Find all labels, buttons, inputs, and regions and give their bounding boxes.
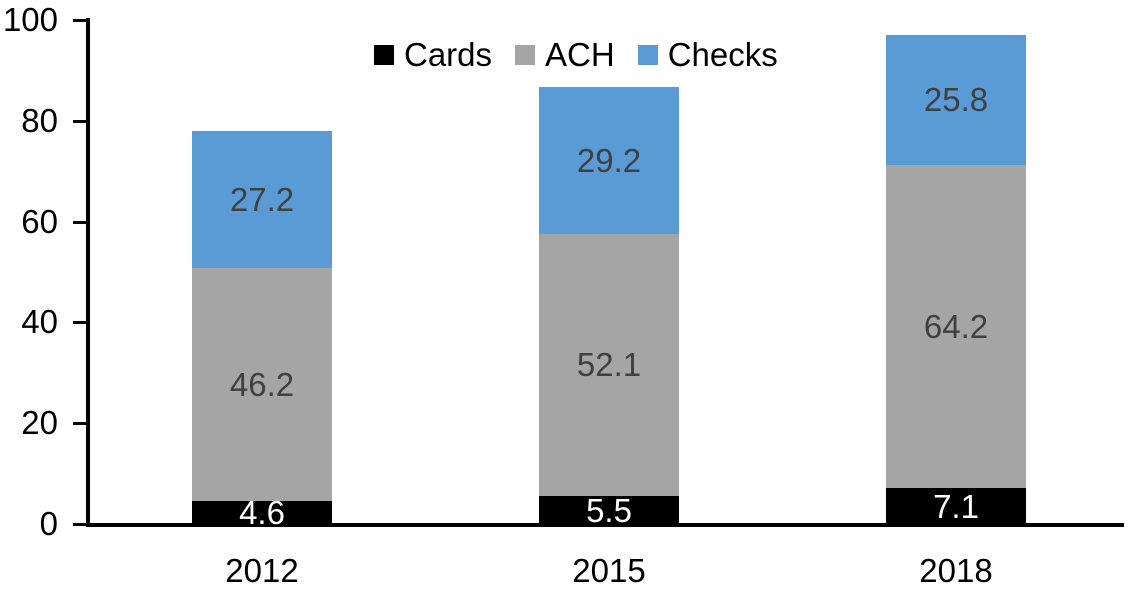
bar-label-ach-2012: 46.2 [229,365,295,403]
bar-segment-checks-2012: 27.2 [192,130,332,268]
y-tick-label-40: 40 [21,303,58,341]
bar-label-cards-2018: 7.1 [933,487,979,525]
legend-item-checks: Checks [637,36,778,74]
chart-legend: Cards ACH Checks [374,36,778,74]
y-tick-label-60: 60 [21,202,58,240]
legend-label-checks: Checks [667,36,778,73]
bar-label-checks-2018: 25.8 [923,81,989,119]
y-tick-0 [73,523,86,526]
legend-swatch-cards-icon [374,45,394,65]
bar-segment-ach-2018: 64.2 [886,164,1026,489]
bar-label-checks-2012: 27.2 [229,180,295,218]
bar-segment-cards-2018: 7.1 [886,488,1026,524]
legend-swatch-ach-icon [515,45,536,65]
x-axis-line [86,523,1124,527]
legend-label-cards: Cards [404,36,493,73]
bar-segment-checks-2018: 25.8 [886,34,1026,165]
y-tick-20 [73,422,86,426]
bar-segment-ach-2012: 46.2 [192,267,332,501]
bar-label-ach-2015: 52.1 [576,346,642,384]
bar-segment-checks-2015: 29.2 [539,86,679,234]
y-axis-line [86,18,90,527]
bar-label-cards-2015: 5.5 [586,491,632,529]
y-tick-60 [73,220,86,224]
bar-segment-ach-2015: 52.1 [539,233,679,497]
legend-item-cards: Cards [374,36,492,74]
legend-item-ach: ACH [515,36,615,74]
y-tick-label-80: 80 [21,101,58,139]
x-label-2018: 2018 [919,552,993,589]
bar-segment-cards-2015: 5.5 [539,491,679,529]
y-tick-100 [73,19,86,22]
x-label-2015: 2015 [572,552,646,589]
y-tick-80 [73,119,86,123]
legend-swatch-checks-icon [637,45,658,65]
bar-segment-cards-2012: 4.6 [192,496,332,529]
y-tick-label-100: 100 [2,1,58,38]
bar-label-checks-2015: 29.2 [576,141,642,179]
legend-label-ach: ACH [545,36,615,73]
y-tick-label-0: 0 [39,505,58,542]
bar-label-ach-2018: 64.2 [923,307,989,345]
x-label-2012: 2012 [225,552,299,589]
y-tick-40 [73,321,86,325]
bar-label-cards-2012: 4.6 [239,493,285,531]
y-tick-label-20: 20 [21,404,58,442]
